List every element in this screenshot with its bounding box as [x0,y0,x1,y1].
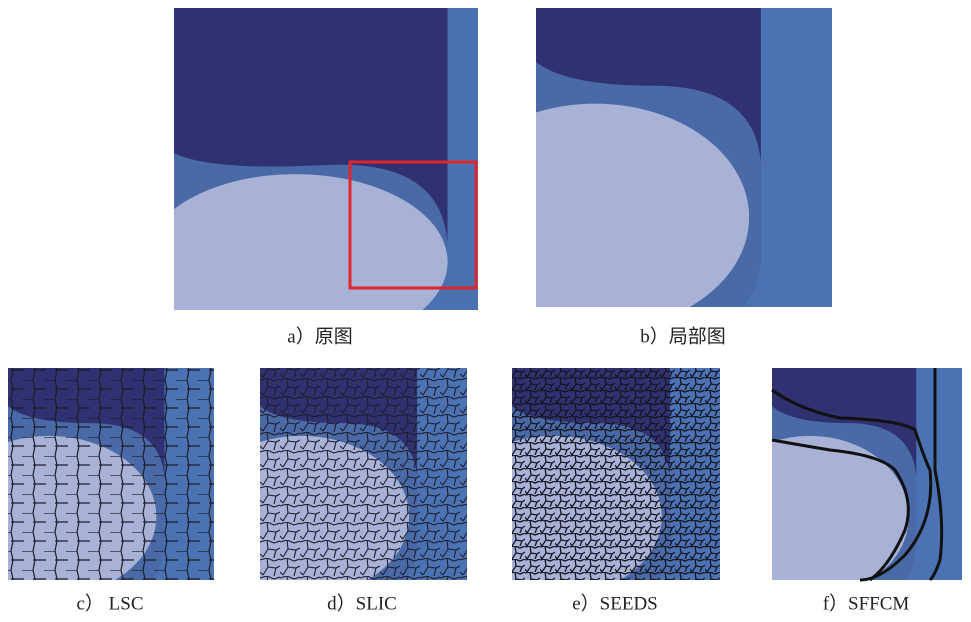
caption: e）SEEDS [572,592,658,614]
panel-original: a）原图 [144,8,478,349]
caption: b）局部图 [640,325,726,347]
caption: f）SFFCM [823,592,910,614]
panel-seeds: e）SEEDS [445,368,720,614]
figure: a）原图 b）局部图 c） LSC d）SLIC e）SEEDS f）SFFCM [0,0,971,617]
image [711,368,962,597]
superpixel-grid [260,368,467,580]
panel-sffcm: f）SFFCM [711,368,962,614]
panel-lsc: c） LSC [0,368,214,614]
superpixel-grid [512,368,720,580]
caption: a）原图 [287,325,352,347]
image [441,8,832,331]
image [144,8,478,349]
superpixel-grid [8,368,214,580]
panel-zoom: b）局部图 [441,8,832,347]
panel-slic: d）SLIC [194,368,467,614]
caption: c） LSC [76,592,143,614]
caption: d）SLIC [327,592,397,614]
